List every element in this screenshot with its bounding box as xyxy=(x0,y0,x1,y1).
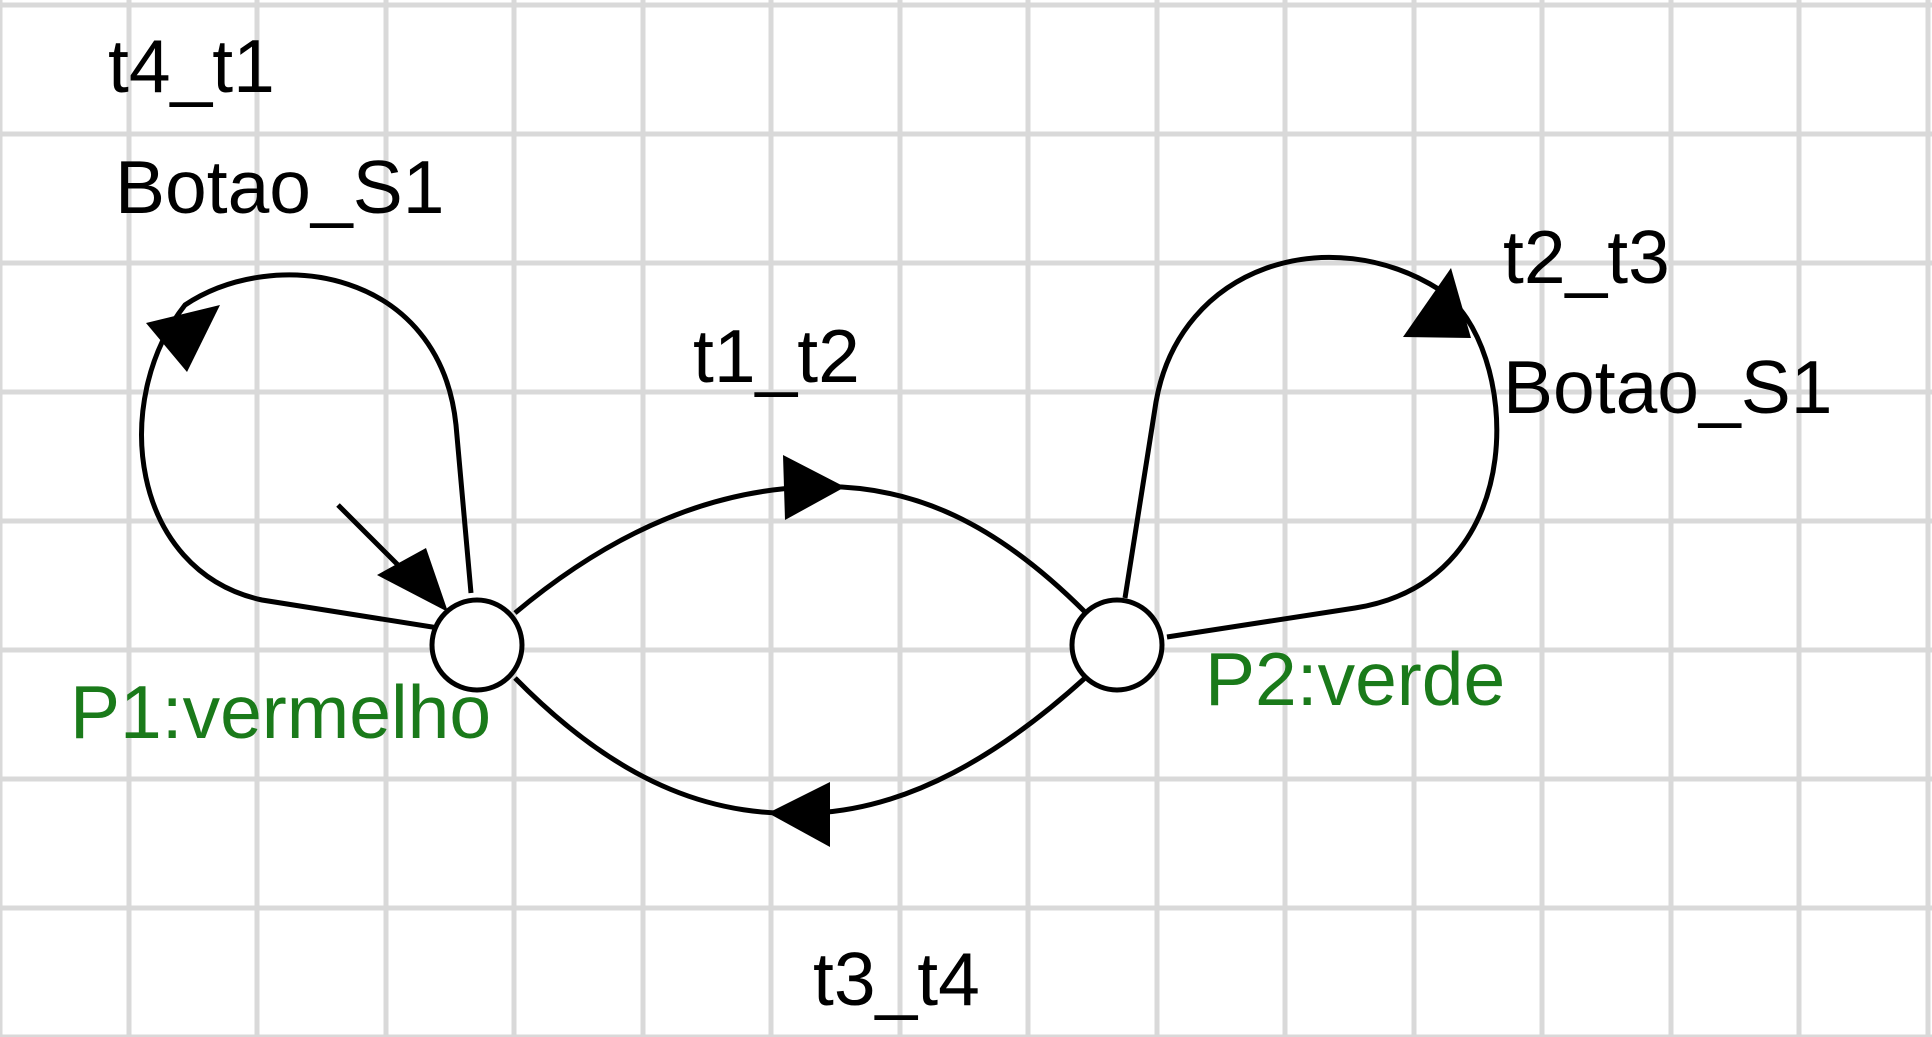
arrowhead-t4-t1 xyxy=(146,305,220,372)
edge-t3-t4[interactable] xyxy=(513,676,1087,847)
transition-event-t4-t1: Botao_S1 xyxy=(115,145,444,229)
transition-label-t2-t3: t2_t3 xyxy=(1503,215,1670,299)
transition-event-t2-t3: Botao_S1 xyxy=(1503,345,1832,429)
arrowhead-t2-t3 xyxy=(1403,268,1471,338)
place-p2[interactable] xyxy=(1069,597,1165,693)
transition-label-t4-t1: t4_t1 xyxy=(108,24,275,108)
edge-t1-t2[interactable] xyxy=(513,455,1087,615)
initial-arrow xyxy=(336,503,448,612)
arrowhead-t1-t2 xyxy=(783,455,845,520)
place-label-p1: P1:vermelho xyxy=(70,670,491,754)
arrowhead-t3-t4 xyxy=(768,782,830,847)
place-label-p2: P2:verde xyxy=(1205,637,1505,721)
edge-t2-t3[interactable] xyxy=(1122,254,1500,640)
initial-arrowhead xyxy=(377,548,448,612)
transition-label-t1-t2: t1_t2 xyxy=(693,314,860,398)
edge-t4-t1[interactable] xyxy=(139,272,474,636)
transition-label-t3-t4: t3_t4 xyxy=(813,937,980,1021)
place-p1[interactable] xyxy=(429,597,525,693)
